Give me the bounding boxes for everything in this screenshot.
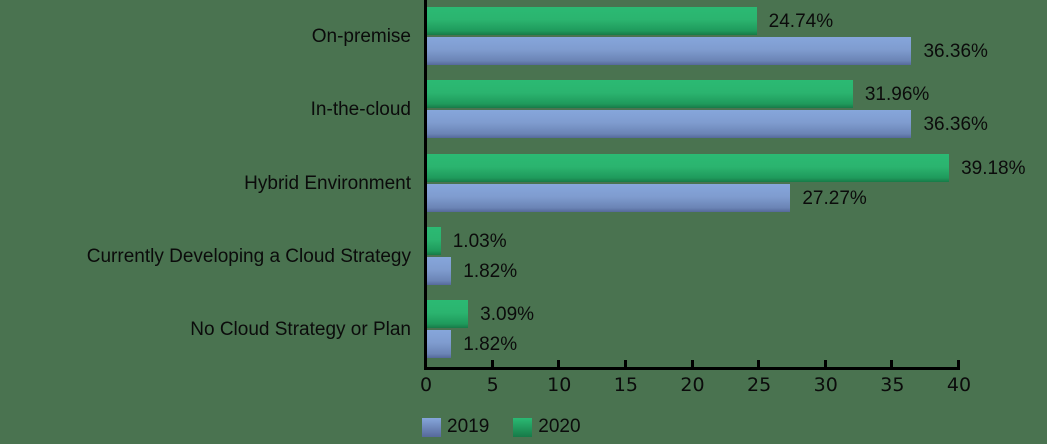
legend-swatch-blue [422, 417, 441, 437]
legend-label: 2020 [538, 416, 581, 437]
x-tick-label: 25 [747, 374, 772, 396]
value-label: 1.82% [463, 334, 518, 356]
bar-2020 [427, 300, 469, 329]
x-tick-label: 20 [680, 374, 705, 396]
value-label: 31.96% [864, 84, 930, 106]
x-tick [623, 360, 627, 368]
x-tick-label: 40 [946, 374, 972, 396]
bar-2020 [427, 7, 757, 35]
x-tick [690, 360, 694, 368]
x-tick [557, 360, 561, 368]
value-label: 36.36% [923, 114, 988, 136]
x-tick [757, 360, 761, 368]
bar-2019 [427, 37, 912, 65]
bar-2020 [427, 80, 853, 109]
bar-2019 [427, 256, 452, 285]
value-label: 36.36% [923, 41, 988, 62]
x-tick-label: 15 [613, 374, 638, 396]
bar-2020 [427, 226, 441, 255]
x-axis-line [424, 367, 960, 370]
category-label: Currently Developing a Cloud Strategy [86, 245, 411, 267]
value-label: 39.18% [961, 157, 1026, 179]
bar-2019 [427, 183, 791, 212]
x-tick-label: 10 [547, 374, 572, 396]
x-tick-label: 30 [813, 374, 838, 396]
category-label: No Cloud Strategy or Plan [190, 319, 411, 341]
legend-item-2019: 2019 [422, 416, 489, 438]
x-tick-label: 35 [880, 374, 905, 396]
legend-item-2020: 2020 [513, 416, 581, 438]
value-label: 1.03% [452, 230, 507, 252]
legend: 2019 2020 [422, 416, 605, 438]
category-label: In-the-cloud [310, 99, 411, 121]
x-tick [890, 360, 894, 368]
bar-2019 [427, 330, 452, 359]
x-tick [957, 360, 960, 368]
x-tick [424, 360, 427, 368]
bar-2020 [427, 153, 950, 182]
legend-label: 2019 [447, 416, 490, 437]
value-label: 3.09% [480, 304, 535, 326]
category-label: Hybrid Environment [244, 172, 411, 194]
value-label: 24.74% [768, 11, 834, 32]
x-tick [823, 360, 827, 368]
x-tick [490, 360, 494, 368]
y-axis-line [424, 0, 427, 370]
value-label: 1.82% [463, 260, 518, 282]
legend-swatch-green [513, 417, 533, 437]
x-tick-label: 0 [419, 374, 433, 396]
bar-2019 [427, 110, 912, 139]
x-tick-label: 5 [486, 374, 499, 396]
value-label: 27.27% [802, 187, 867, 209]
category-label: On-premise [311, 26, 411, 47]
